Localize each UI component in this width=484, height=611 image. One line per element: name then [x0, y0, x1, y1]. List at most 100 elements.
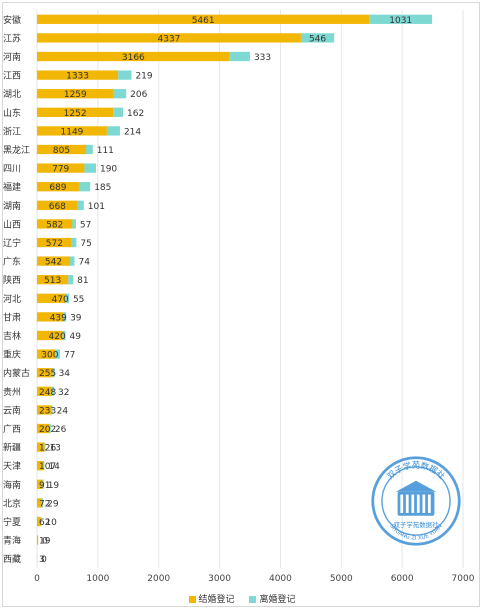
category-label: 广西: [3, 423, 21, 435]
bar-marriage: [37, 237, 72, 248]
category-label: 海南: [3, 479, 21, 491]
bar-divorce: [68, 275, 74, 285]
data-label-divorce: 162: [127, 109, 144, 119]
bar-marriage: [37, 33, 301, 43]
data-label-marriage: 542: [45, 258, 62, 268]
bar-divorce: [62, 330, 66, 341]
category-label: 陕西: [3, 274, 21, 286]
watermark-seal: 双子学苑数据社 SHUANG ZI XUE YUAN 双子学苑数据社: [371, 456, 461, 546]
bar-divorce: [113, 107, 124, 117]
data-label-divorce: 206: [130, 90, 147, 100]
category-label: 广东: [3, 256, 21, 268]
data-label-divorce: 34: [59, 369, 71, 379]
bar-marriage: [37, 182, 79, 192]
legend-swatch-divorce: [249, 596, 257, 603]
data-label-divorce: 0: [42, 537, 48, 547]
bar-marriage: [37, 200, 78, 210]
bar-divorce: [52, 368, 55, 378]
category-label: 青海: [3, 535, 21, 547]
x-tick-label: 5000: [330, 574, 353, 584]
bar-divorce: [106, 126, 120, 136]
bar-divorce: [69, 256, 75, 266]
data-label-divorce: 111: [97, 146, 114, 156]
x-tick-label: 7000: [452, 574, 475, 584]
x-tick-label: 2000: [147, 574, 170, 584]
category-label: 黑龙江: [3, 144, 30, 156]
data-label-marriage: 470: [52, 295, 69, 305]
bar-divorce: [85, 144, 93, 155]
data-label-divorce: 29: [47, 499, 59, 509]
legend-swatch-marriage: [188, 596, 196, 603]
data-label-marriage: 582: [46, 220, 63, 230]
data-label-divorce: 13: [49, 444, 60, 454]
bar-marriage: [37, 312, 64, 322]
data-label-divorce: 81: [77, 276, 88, 286]
data-label-divorce: 74: [78, 258, 90, 268]
data-label-marriage: 572: [46, 239, 63, 249]
bar-marriage: [37, 423, 50, 434]
bar-divorce: [300, 33, 335, 43]
data-label-marriage: 248: [39, 388, 56, 398]
bar-marriage: [37, 498, 42, 508]
data-label-marriage: 3: [39, 555, 45, 565]
category-label: 天津: [3, 461, 21, 472]
category-label: 湖北: [3, 89, 21, 100]
data-label-marriage: 1333: [66, 72, 89, 82]
data-label-divorce: 101: [88, 202, 105, 212]
data-label-marriage: 4337: [158, 34, 181, 44]
x-tick-label: 3000: [208, 574, 231, 584]
bar-marriage: [37, 256, 70, 266]
data-label-divorce: 14: [48, 462, 60, 472]
bar-divorce: [78, 182, 91, 192]
bar-marriage: [37, 349, 56, 359]
data-label-divorce: 55: [73, 295, 84, 305]
bar-divorce: [51, 405, 53, 415]
legend-label-marriage: 结婚登记: [198, 595, 235, 605]
data-label-marriage: 72: [39, 499, 50, 509]
data-label-marriage: 689: [49, 183, 66, 193]
data-label-marriage: 1252: [64, 109, 87, 119]
category-label: 四川: [3, 165, 21, 175]
bar-divorce: [77, 200, 84, 210]
category-label: 甘肃: [3, 311, 21, 323]
data-label-divorce: 32: [58, 388, 69, 398]
category-label: 湖南: [3, 200, 21, 212]
category-label: 安徽: [3, 14, 21, 26]
bar-marriage: [37, 535, 39, 545]
bar-marriage: [37, 461, 44, 471]
data-label-marriage: 439: [50, 313, 67, 323]
legend-label-divorce: 离婚登记: [259, 595, 296, 605]
data-label-divorce: 219: [135, 72, 152, 82]
bar-divorce: [43, 461, 45, 471]
data-label-divorce: 10: [45, 518, 57, 528]
data-label-divorce: 333: [254, 53, 271, 63]
data-label-divorce: 75: [80, 239, 91, 249]
data-label-marriage: 255: [39, 369, 56, 379]
category-label: 宁夏: [3, 516, 21, 528]
data-label-divorce: 26: [55, 425, 67, 435]
data-label-divorce: 39: [70, 313, 82, 323]
data-label-marriage: 126: [39, 444, 56, 454]
x-tick-label: 0: [34, 574, 40, 584]
legend-item-marriage: 结婚登记: [188, 592, 235, 605]
data-label-marriage: 420: [49, 332, 66, 342]
data-label-divorce: 57: [80, 220, 91, 230]
bar-marriage: [37, 386, 53, 396]
data-label-marriage: 233: [39, 406, 56, 416]
data-label-divorce: 49: [70, 332, 82, 342]
bar-divorce: [44, 442, 46, 452]
x-tick-label: 4000: [269, 574, 292, 584]
bar-divorce: [71, 237, 77, 248]
category-label: 江西: [3, 71, 21, 82]
category-label: 内蒙古: [3, 367, 30, 379]
bar-marriage: [37, 293, 66, 303]
category-label: 西藏: [3, 553, 21, 565]
x-tick-labels: 0 1000 2000 3000 4000 5000 6000 7000: [34, 574, 475, 584]
data-label-marriage: 779: [52, 165, 69, 175]
bar-marriage: [37, 368, 53, 378]
legend-item-divorce: 离婚登记: [249, 592, 295, 605]
category-label: 辽宁: [3, 237, 21, 249]
bar-marriage: [37, 126, 107, 136]
bar-divorce: [63, 312, 67, 322]
legend: 结婚登记 离婚登记: [0, 592, 484, 605]
